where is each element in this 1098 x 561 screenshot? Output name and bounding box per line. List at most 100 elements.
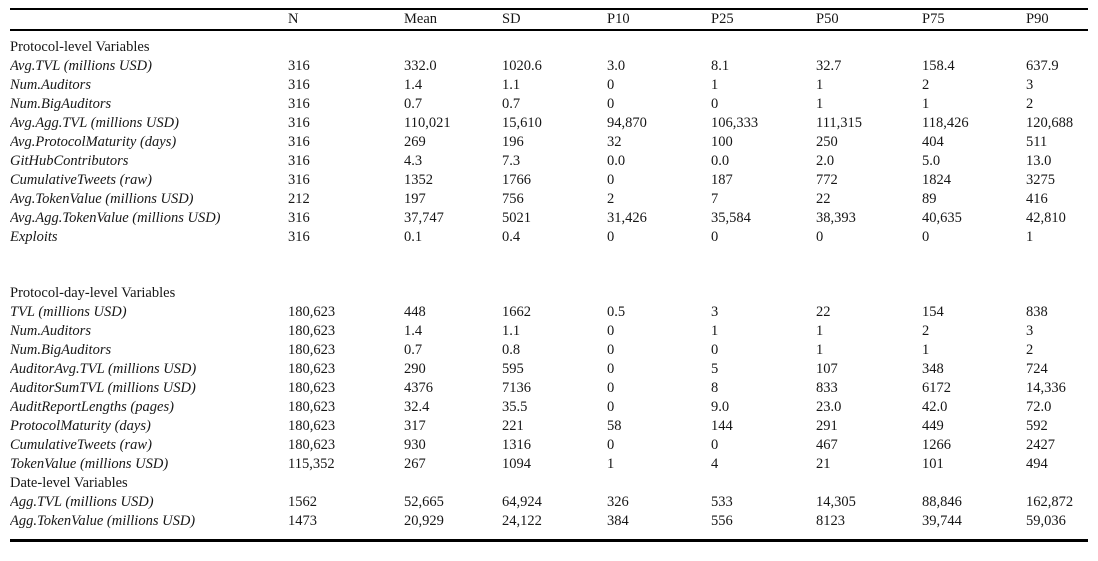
value-cell: 2.0 — [816, 153, 835, 169]
value-cell: 556 — [711, 513, 733, 529]
value-cell: 0 — [607, 399, 615, 415]
value-cell: 58 — [607, 418, 622, 434]
value-cell: 316 — [288, 96, 310, 112]
value-cell: 42,810 — [1026, 210, 1066, 226]
value-cell: 22 — [816, 304, 831, 320]
variable-label: Agg.TVL (millions USD) — [10, 494, 154, 510]
column-header-p90: P90 — [1026, 9, 1088, 31]
value-cell: 511 — [1026, 134, 1048, 150]
value-cell: 0 — [922, 229, 930, 245]
value-cell: 2 — [1026, 342, 1034, 358]
variable-label: Avg.Agg.TokenValue (millions USD) — [10, 210, 221, 226]
value-cell: 13.0 — [1026, 153, 1052, 169]
value-cell: 494 — [1026, 456, 1048, 472]
value-cell: 3 — [711, 304, 719, 320]
variable-label: Num.Auditors — [10, 323, 91, 339]
value-cell: 180,623 — [288, 304, 336, 320]
value-cell: 0 — [607, 77, 615, 93]
value-cell: 348 — [922, 361, 944, 377]
column-header-mean: Mean — [404, 9, 502, 31]
value-cell: 1562 — [288, 494, 317, 510]
value-cell: 118,426 — [922, 115, 969, 131]
value-cell: 101 — [922, 456, 944, 472]
value-cell: 533 — [711, 494, 733, 510]
table-row: AuditorSumTVL (millions USD) 180,623 4376 7… — [10, 379, 1088, 398]
value-cell: 1 — [922, 96, 930, 112]
value-cell: 6172 — [922, 380, 951, 396]
variable-label: Exploits — [10, 229, 58, 245]
table-body: Protocol-level Variables Avg.TVL (million… — [10, 30, 1088, 541]
summary-statistics-page: N Mean SD P10 P25 P50 P75 P90 Protocol-l… — [10, 8, 1088, 542]
value-cell: 110,021 — [404, 115, 451, 131]
value-cell: 106,333 — [711, 115, 759, 131]
section-title: Date-level Variables — [10, 475, 128, 491]
value-cell: 1 — [816, 342, 824, 358]
value-cell: 316 — [288, 134, 310, 150]
value-cell: 3 — [1026, 77, 1034, 93]
value-cell: 0.7 — [502, 96, 521, 112]
value-cell: 52,665 — [404, 494, 444, 510]
variable-label: Num.BigAuditors — [10, 96, 112, 112]
value-cell: 0.7 — [404, 96, 423, 112]
value-cell: 7136 — [502, 380, 531, 396]
value-cell: 2427 — [1026, 437, 1055, 453]
value-cell: 1.4 — [404, 323, 423, 339]
value-cell: 32 — [607, 134, 622, 150]
value-cell: 316 — [288, 77, 310, 93]
value-cell: 0.8 — [502, 342, 521, 358]
value-cell: 1020.6 — [502, 58, 542, 74]
value-cell: 1473 — [288, 513, 317, 529]
value-cell: 1766 — [502, 172, 531, 188]
value-cell: 8.1 — [711, 58, 730, 74]
variable-label: Num.BigAuditors — [10, 342, 112, 358]
variable-label: Avg.Agg.TVL (millions USD) — [10, 115, 179, 131]
variable-label: TVL (millions USD) — [10, 304, 127, 320]
variable-label: Num.Auditors — [10, 77, 91, 93]
column-header-sd: SD — [502, 9, 607, 31]
table-row: AuditReportLengths (pages) 180,623 32.4 35.… — [10, 398, 1088, 417]
value-cell: 1316 — [502, 437, 531, 453]
table-header: N Mean SD P10 P25 P50 P75 P90 — [10, 9, 1088, 31]
table-row: Avg.Agg.TokenValue (millions USD) 316 37,7… — [10, 209, 1088, 228]
value-cell: 316 — [288, 58, 310, 74]
table-row: Num.BigAuditors 180,623 0.7 0.8 0 0 1 1 2 — [10, 341, 1088, 360]
value-cell: 0.0 — [711, 153, 730, 169]
value-cell: 180,623 — [288, 323, 336, 339]
value-cell: 3.0 — [607, 58, 626, 74]
value-cell: 269 — [404, 134, 426, 150]
value-cell: 8123 — [816, 513, 845, 529]
value-cell: 316 — [288, 210, 310, 226]
value-cell: 316 — [288, 229, 310, 245]
value-cell: 0 — [607, 380, 615, 396]
value-cell: 448 — [404, 304, 426, 320]
value-cell: 144 — [711, 418, 733, 434]
value-cell: 0 — [711, 342, 719, 358]
column-header-p25: P25 — [711, 9, 816, 31]
value-cell: 0 — [711, 229, 719, 245]
table-row: Num.Auditors 316 1.4 1.1 0 1 1 2 3 — [10, 76, 1088, 95]
value-cell: 756 — [502, 191, 524, 207]
value-cell: 212 — [288, 191, 310, 207]
value-cell: 0 — [607, 323, 615, 339]
value-cell: 1.4 — [404, 77, 423, 93]
value-cell: 154 — [922, 304, 944, 320]
value-cell: 39,744 — [922, 513, 962, 529]
value-cell: 0 — [607, 229, 615, 245]
section-title: Protocol-level Variables — [10, 39, 150, 55]
variable-label: GitHubContributors — [10, 153, 129, 169]
value-cell: 1352 — [404, 172, 433, 188]
table-row: Exploits 316 0.1 0.4 0 0 0 0 1 — [10, 228, 1088, 247]
value-cell: 326 — [607, 494, 629, 510]
variable-label: Avg.ProtocolMaturity (days) — [10, 134, 177, 150]
value-cell: 14,305 — [816, 494, 856, 510]
value-cell: 5021 — [502, 210, 531, 226]
value-cell: 316 — [288, 172, 310, 188]
table-row: Num.BigAuditors 316 0.7 0.7 0 0 1 1 2 — [10, 95, 1088, 114]
value-cell: 0 — [607, 342, 615, 358]
value-cell: 38,393 — [816, 210, 856, 226]
value-cell: 196 — [502, 134, 524, 150]
value-cell: 0 — [816, 229, 824, 245]
value-cell: 404 — [922, 134, 944, 150]
value-cell: 180,623 — [288, 342, 336, 358]
value-cell: 20,929 — [404, 513, 444, 529]
